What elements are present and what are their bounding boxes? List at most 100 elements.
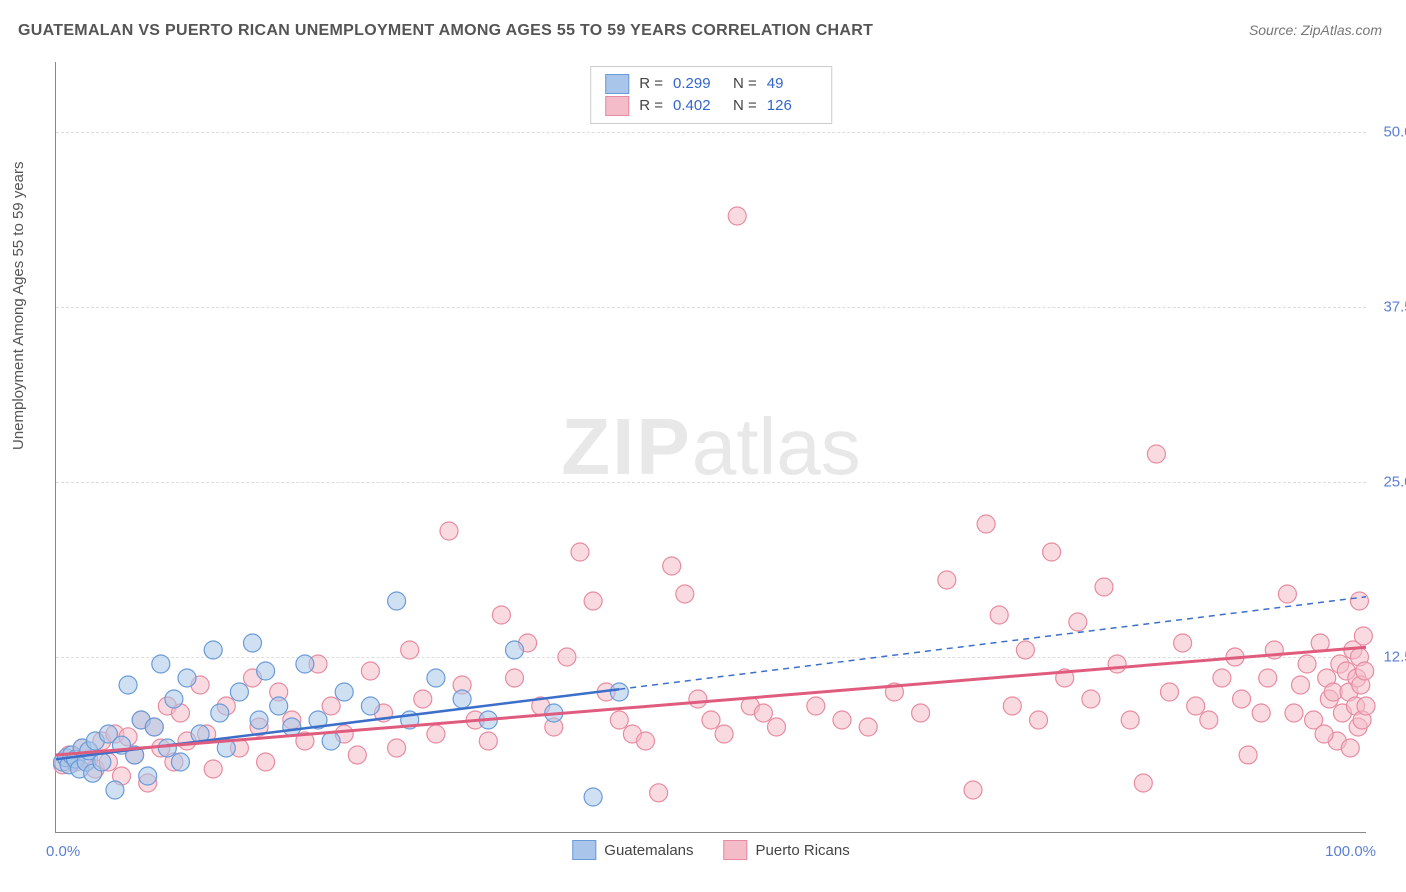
scatter-point: [912, 704, 930, 722]
swatch-guatemalans: [605, 74, 629, 94]
legend-label-1: Puerto Ricans: [756, 842, 850, 859]
scatter-point: [807, 697, 825, 715]
legend-row-0: R = 0.299 N = 49: [605, 73, 817, 95]
scatter-point: [637, 732, 655, 750]
scatter-point: [1082, 690, 1100, 708]
scatter-point: [1030, 711, 1048, 729]
scatter-point: [558, 648, 576, 666]
scatter-point: [322, 697, 340, 715]
ytick-label: 12.5%: [1383, 649, 1406, 666]
legend-item-guatemalans: Guatemalans: [572, 840, 693, 860]
source-attribution: Source: ZipAtlas.com: [1249, 22, 1382, 38]
scatter-point: [1043, 543, 1061, 561]
scatter-point: [1134, 774, 1152, 792]
scatter-point: [768, 718, 786, 736]
scatter-point: [348, 746, 366, 764]
scatter-point: [283, 718, 301, 736]
scatter-point: [584, 788, 602, 806]
scatter-point: [492, 606, 510, 624]
scatter-point: [1315, 725, 1333, 743]
scatter-point: [1016, 641, 1034, 659]
scatter-point: [361, 697, 379, 715]
scatter-point: [1233, 690, 1251, 708]
scatter-point: [361, 662, 379, 680]
ytick-label: 25.0%: [1383, 474, 1406, 491]
scatter-point: [244, 634, 262, 652]
scatter-point: [453, 690, 471, 708]
scatter-point: [1213, 669, 1231, 687]
scatter-point: [964, 781, 982, 799]
scatter-point: [1350, 592, 1368, 610]
y-axis-label: Unemployment Among Ages 55 to 59 years: [10, 161, 27, 450]
scatter-point: [571, 543, 589, 561]
scatter-point: [1285, 704, 1303, 722]
scatter-point: [230, 683, 248, 701]
scatter-point: [414, 690, 432, 708]
scatter-point: [1341, 739, 1359, 757]
scatter-point: [427, 725, 445, 743]
scatter-point: [152, 655, 170, 673]
series-legend: Guatemalans Puerto Ricans: [572, 840, 849, 860]
n-value-0: 49: [767, 73, 817, 95]
scatter-point: [1069, 613, 1087, 631]
scatter-point: [1356, 662, 1374, 680]
scatter-point: [1095, 578, 1113, 596]
r-label: R =: [639, 73, 663, 95]
scatter-point: [335, 683, 353, 701]
scatter-point: [158, 739, 176, 757]
n-value-1: 126: [767, 95, 817, 117]
scatter-point: [1239, 746, 1257, 764]
scatter-point: [1292, 676, 1310, 694]
scatter-point: [1357, 697, 1375, 715]
scatter-point: [859, 718, 877, 736]
scatter-point: [257, 662, 275, 680]
scatter-point: [322, 732, 340, 750]
scatter-point: [610, 711, 628, 729]
scatter-point: [833, 711, 851, 729]
n-label: N =: [733, 73, 757, 95]
scatter-point: [938, 571, 956, 589]
ytick-label: 50.0%: [1383, 124, 1406, 141]
scatter-point: [119, 676, 137, 694]
scatter-point: [1108, 655, 1126, 673]
swatch-puertoricans-b: [724, 840, 748, 860]
scatter-point: [1147, 445, 1165, 463]
scatter-point: [139, 767, 157, 785]
scatter-point: [676, 585, 694, 603]
scatter-point: [1252, 704, 1270, 722]
correlation-legend: R = 0.299 N = 49 R = 0.402 N = 126: [590, 66, 832, 124]
n-label: N =: [733, 95, 757, 117]
scatter-point: [1200, 711, 1218, 729]
scatter-point: [270, 697, 288, 715]
scatter-point: [165, 690, 183, 708]
scatter-point: [211, 704, 229, 722]
scatter-point: [715, 725, 733, 743]
scatter-point: [754, 704, 772, 722]
r-value-1: 0.402: [673, 95, 723, 117]
scatter-point: [257, 753, 275, 771]
plot-area: ZIPatlas 12.5%25.0%37.5%50.0% R = 0.299 …: [55, 62, 1366, 833]
ytick-label: 37.5%: [1383, 299, 1406, 316]
scatter-point: [990, 606, 1008, 624]
legend-item-puertoricans: Puerto Ricans: [724, 840, 850, 860]
scatter-point: [171, 753, 189, 771]
scatter-point: [427, 669, 445, 687]
scatter-point: [401, 641, 419, 659]
swatch-guatemalans-b: [572, 840, 596, 860]
scatter-point: [204, 760, 222, 778]
scatter-point: [388, 592, 406, 610]
scatter-point: [1174, 634, 1192, 652]
scatter-point: [204, 641, 222, 659]
scatter-point: [663, 557, 681, 575]
scatter-point: [689, 690, 707, 708]
scatter-point: [388, 739, 406, 757]
scatter-point: [296, 655, 314, 673]
scatter-point: [977, 515, 995, 533]
swatch-puertoricans: [605, 96, 629, 116]
legend-label-0: Guatemalans: [604, 842, 693, 859]
scatter-point: [584, 592, 602, 610]
scatter-point: [650, 784, 668, 802]
scatter-point: [479, 732, 497, 750]
scatter-point: [1187, 697, 1205, 715]
scatter-point: [1298, 655, 1316, 673]
